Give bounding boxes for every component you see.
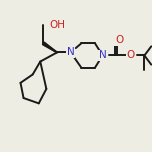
Text: O: O [127, 50, 135, 60]
Text: N: N [99, 50, 106, 60]
Text: O: O [115, 35, 123, 45]
Text: OH: OH [49, 20, 65, 30]
Text: N: N [67, 47, 74, 57]
Polygon shape [43, 42, 57, 53]
